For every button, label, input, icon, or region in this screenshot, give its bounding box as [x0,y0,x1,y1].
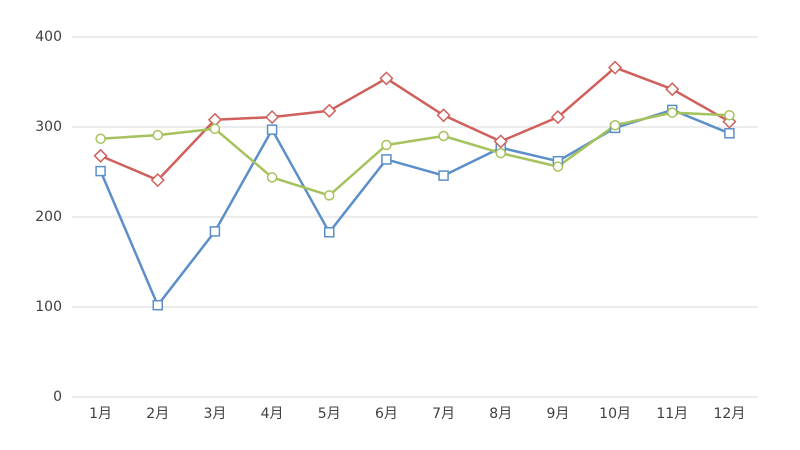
marker [495,147,506,159]
marker [438,170,449,181]
marker [324,190,335,201]
marker [379,71,394,86]
marker [95,165,106,177]
marker [493,134,508,149]
marker [608,60,623,75]
marker [724,110,735,121]
x-tick-label: 4月 [261,406,284,422]
marker [724,128,735,139]
marker [152,299,163,311]
y-tick-label: 400 [35,29,62,45]
marker [150,173,165,188]
marker [609,119,621,131]
y-tick-label: 200 [35,209,62,225]
y-tick-label: 0 [53,389,62,405]
marker [324,227,335,238]
marker [266,124,278,135]
marker [665,82,680,97]
x-tick-label: 3月 [203,406,226,422]
x-tick-label: 2月 [146,406,169,422]
x-tick-label: 8月 [489,406,512,422]
series-line [100,66,731,182]
x-tick-label: 11月 [656,406,688,422]
marker [152,129,163,141]
marker [438,130,449,142]
marker [436,108,451,123]
x-tick-label: 12月 [714,406,746,422]
y-tick-label: 100 [35,299,62,315]
series-line [100,111,730,197]
x-tick-label: 9月 [546,406,569,422]
marker [209,123,221,135]
marker [209,226,221,237]
marker [552,161,564,172]
marker [93,148,108,163]
marker [381,139,392,151]
x-tick-label: 10月 [599,406,631,422]
series-line [99,108,730,307]
x-tick-label: 5月 [318,406,341,422]
y-tick-label: 300 [35,119,62,135]
marker [322,103,337,118]
x-tick-label: 6月 [375,406,398,422]
marker [265,110,280,125]
marker [381,154,392,165]
x-tick-label: 1月 [89,406,112,422]
marker [550,110,565,125]
marker [266,172,278,183]
marker [667,107,678,118]
marker [95,133,106,144]
x-tick-label: 7月 [432,406,455,422]
